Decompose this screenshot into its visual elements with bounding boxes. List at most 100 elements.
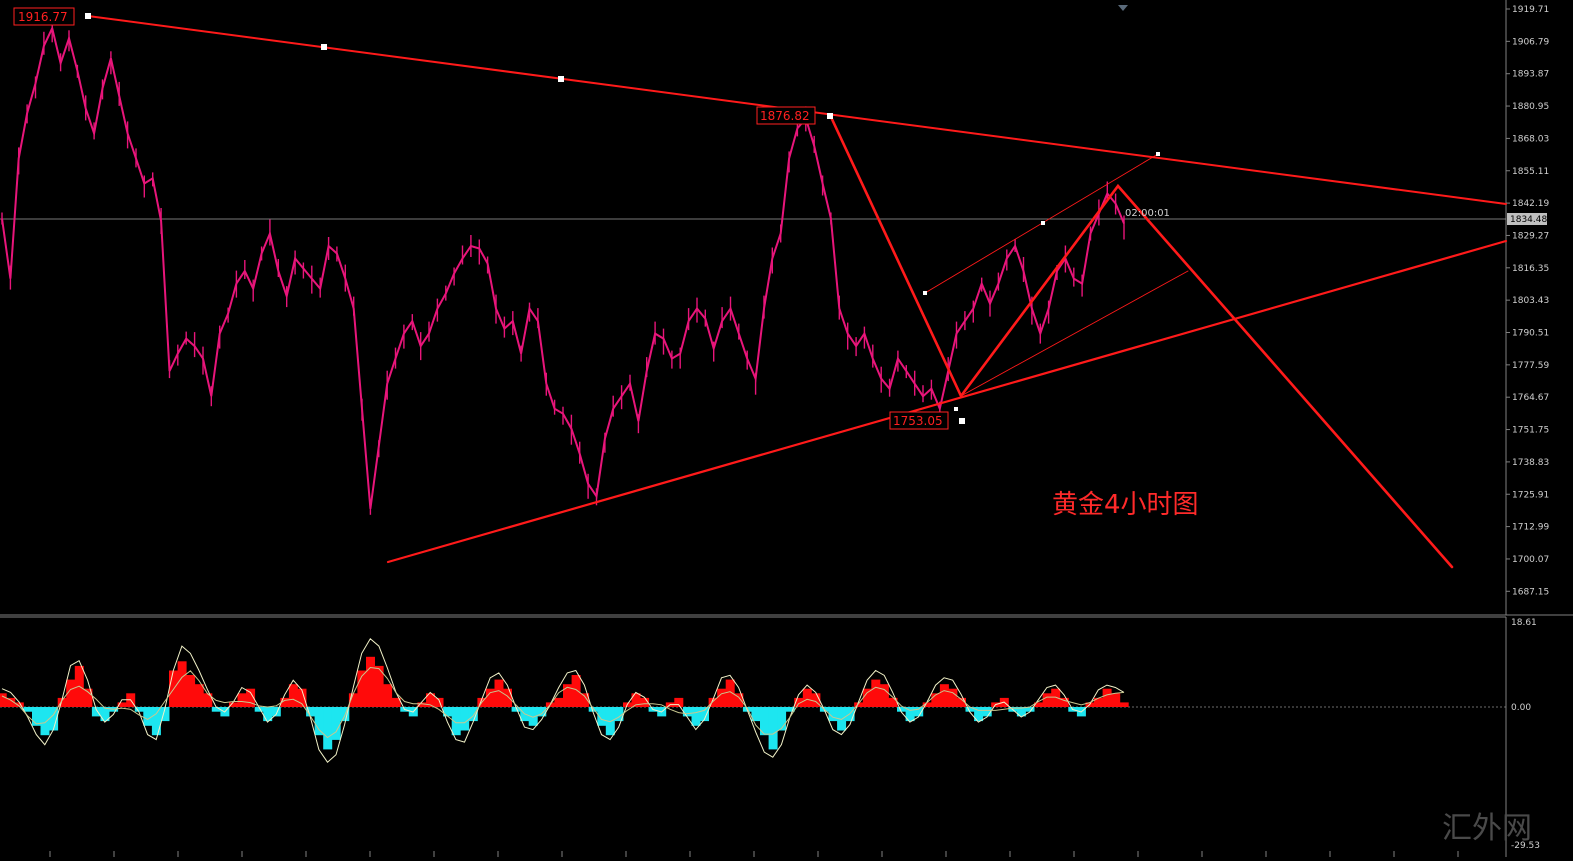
indicator-scale-zero: 0.00	[1511, 703, 1531, 713]
macd-bar	[1034, 702, 1044, 707]
macd-bar	[588, 707, 598, 712]
macd-bar	[931, 693, 941, 707]
macd-bar	[1025, 707, 1035, 712]
macd-bar	[434, 697, 444, 707]
price-axis-label: 1777.59	[1512, 361, 1549, 371]
macd-bar	[571, 675, 581, 707]
macd-bar	[777, 707, 787, 731]
current-price-marker: 1834.48	[1507, 213, 1547, 225]
macd-bar	[511, 707, 521, 712]
price-series	[1, 16, 1125, 515]
price-line	[1, 25, 1125, 509]
anchor-point[interactable]	[1041, 221, 1045, 225]
anchor-point[interactable]	[558, 76, 564, 82]
macd-bar	[725, 679, 735, 707]
chart-shift-marker[interactable]	[1118, 5, 1128, 11]
price-axis-label: 1919.71	[1512, 5, 1549, 15]
macd-bar	[922, 702, 932, 707]
macd-signal-lines	[1, 638, 1125, 763]
macd-bar	[194, 684, 204, 707]
macd-bar	[554, 697, 564, 707]
anchor-point[interactable]	[923, 291, 927, 295]
price-axis: 1919.71 1906.79 1893.87 1880.95 1868.03 1855.…	[1506, 5, 1549, 597]
macd-bar	[597, 707, 607, 726]
macd-bar	[1016, 707, 1026, 717]
anchor-point[interactable]	[321, 44, 327, 50]
macd-bar	[717, 688, 727, 707]
macd-bar	[691, 707, 701, 726]
macd-bar	[503, 688, 512, 707]
macd-bar	[297, 688, 307, 707]
macd-bar	[348, 693, 358, 707]
macd-bar	[768, 707, 778, 750]
macd-bar	[734, 693, 744, 707]
macd-bar	[271, 707, 281, 717]
macd-bar	[854, 702, 864, 707]
lower-trend-line[interactable]	[386, 239, 1508, 564]
price-axis-label: 1842.19	[1512, 199, 1549, 209]
anchor-point[interactable]	[85, 13, 91, 19]
anchor-point[interactable]	[827, 113, 833, 119]
price-axis-label: 1790.51	[1512, 329, 1549, 339]
macd-bar	[391, 697, 401, 707]
macd-bar	[485, 688, 495, 707]
macd-bar	[134, 707, 144, 712]
macd-bar	[751, 707, 761, 722]
anchor-point[interactable]	[959, 418, 965, 424]
indicator-scale-top: 18.61	[1511, 618, 1537, 628]
macd-bar	[708, 697, 718, 707]
anchor-point[interactable]	[954, 407, 958, 411]
macd-bar	[1102, 688, 1112, 707]
macd-bar	[965, 707, 975, 712]
macd-bar	[14, 702, 24, 707]
macd-bar	[177, 661, 187, 707]
price-axis-label: 1893.87	[1512, 70, 1549, 80]
macd-bar	[957, 697, 966, 707]
macd-bar	[383, 684, 393, 707]
trend-anchor-points[interactable]	[85, 13, 1160, 424]
anchor-point[interactable]	[1156, 152, 1160, 156]
price-label-high-left[interactable]: 1916.77	[13, 7, 75, 26]
price-label-text: 1916.77	[18, 10, 68, 24]
macd-bar	[760, 707, 769, 736]
macd-bar	[811, 693, 821, 707]
macd-bar	[91, 707, 101, 717]
price-axis-label: 1855.11	[1512, 167, 1549, 177]
macd-bar	[674, 697, 684, 707]
macd-bar	[802, 688, 812, 707]
macd-bar	[57, 697, 67, 707]
macd-bar	[700, 707, 709, 722]
macd-bar	[374, 665, 384, 707]
macd-bar	[1111, 693, 1121, 707]
macd-bar	[468, 707, 478, 722]
macd-bar	[785, 707, 795, 712]
macd-bar	[640, 697, 650, 707]
watermark-logo: 汇外网	[1442, 811, 1532, 846]
price-label-high-mid[interactable]: 1876.82	[756, 106, 816, 125]
price-axis-label: 1725.91	[1512, 490, 1549, 500]
price-label-low-right[interactable]: 1753.05	[889, 411, 949, 430]
macd-bar	[682, 707, 692, 717]
price-axis-label: 1764.67	[1512, 393, 1549, 403]
macd-bar	[314, 707, 324, 736]
channel-lower-line[interactable]	[960, 270, 1189, 397]
trend-lines[interactable]	[87, 15, 1508, 569]
macd-bar	[897, 707, 906, 712]
chart-annotation: 黄金4小时图	[1052, 490, 1199, 520]
macd-bar	[151, 707, 161, 736]
macd-bar	[100, 707, 110, 722]
price-axis-label: 1751.75	[1512, 426, 1549, 436]
macd-bar	[828, 707, 838, 722]
macd-bar	[40, 707, 50, 736]
macd-bar	[974, 707, 984, 722]
macd-bar	[563, 684, 572, 707]
macd-bar	[982, 707, 992, 717]
macd-bar	[426, 693, 435, 707]
macd-bar	[32, 707, 41, 726]
macd-bar	[66, 679, 76, 707]
zigzag-wave[interactable]	[829, 115, 1454, 569]
price-axis-label: 1868.03	[1512, 134, 1549, 144]
macd-histogram	[0, 656, 1129, 750]
